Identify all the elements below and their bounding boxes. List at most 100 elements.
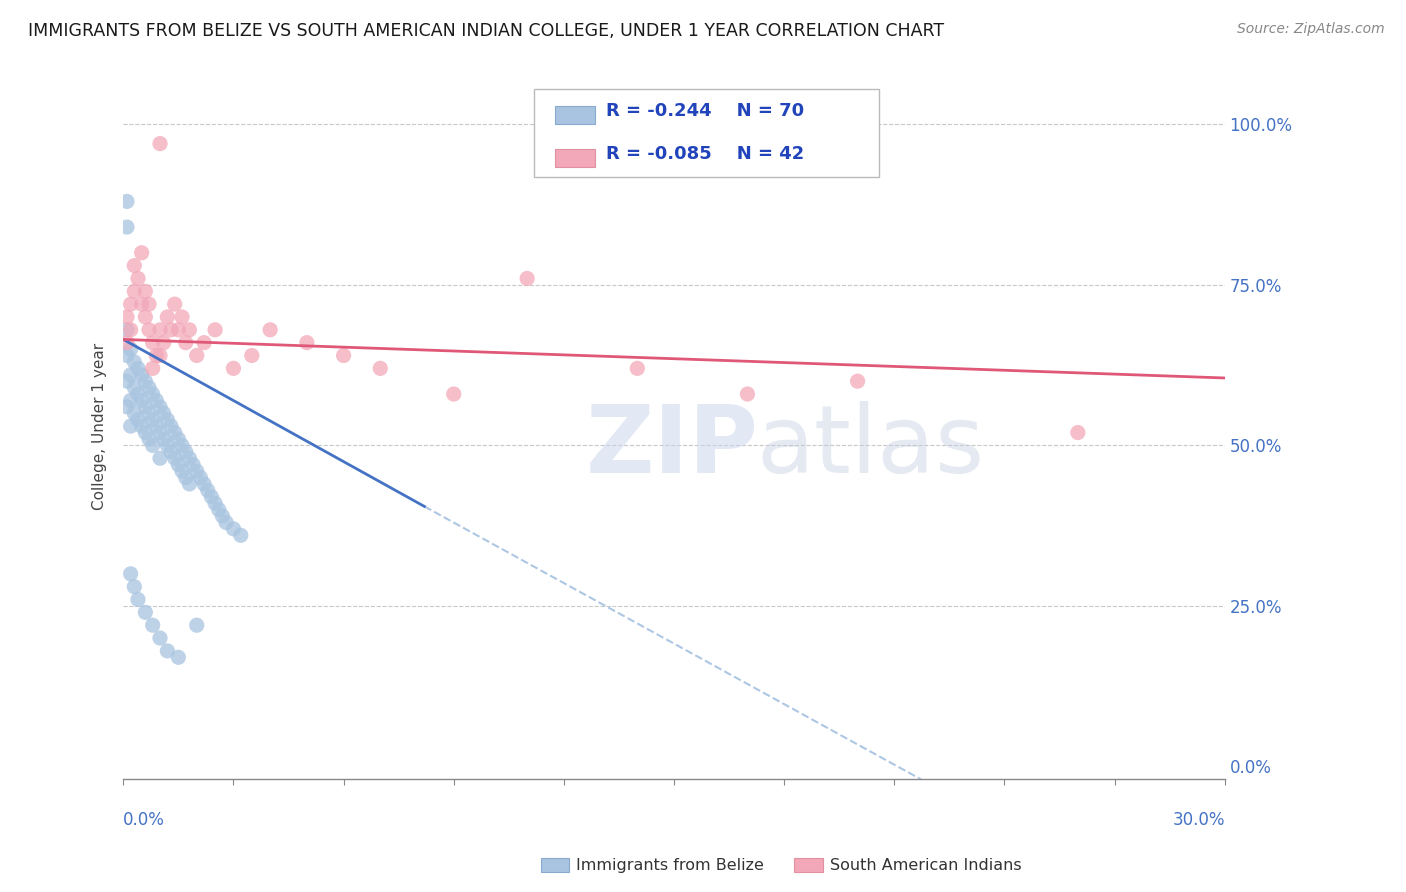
- Point: [120, 419, 142, 434]
- Point: [170, 310, 193, 324]
- Point: [149, 451, 172, 466]
- Point: [124, 285, 146, 299]
- Point: [443, 387, 465, 401]
- Point: [208, 502, 231, 516]
- Text: 0.0%: 0.0%: [124, 811, 165, 830]
- Point: [115, 335, 138, 350]
- Point: [222, 361, 245, 376]
- Point: [120, 297, 142, 311]
- Point: [179, 323, 201, 337]
- Point: [186, 464, 208, 478]
- Point: [149, 425, 172, 440]
- Point: [131, 368, 153, 382]
- Point: [222, 522, 245, 536]
- Point: [193, 477, 215, 491]
- Point: [142, 438, 165, 452]
- Point: [138, 323, 160, 337]
- Point: [142, 387, 165, 401]
- Point: [167, 650, 190, 665]
- Point: [193, 335, 215, 350]
- Point: [846, 374, 869, 388]
- Point: [149, 136, 172, 151]
- Point: [120, 323, 142, 337]
- Point: [179, 451, 201, 466]
- Point: [160, 323, 183, 337]
- Point: [152, 335, 174, 350]
- Point: [149, 400, 172, 414]
- Point: [186, 618, 208, 632]
- Point: [163, 297, 186, 311]
- Point: [115, 310, 138, 324]
- Point: [160, 419, 183, 434]
- Point: [368, 361, 391, 376]
- Point: [174, 445, 197, 459]
- Point: [215, 516, 238, 530]
- Text: Immigrants from Belize: Immigrants from Belize: [576, 858, 765, 872]
- Point: [145, 393, 167, 408]
- Text: R = -0.085    N = 42: R = -0.085 N = 42: [606, 145, 804, 163]
- Point: [149, 323, 172, 337]
- Point: [127, 592, 149, 607]
- Point: [124, 355, 146, 369]
- Text: IMMIGRANTS FROM BELIZE VS SOUTH AMERICAN INDIAN COLLEGE, UNDER 1 YEAR CORRELATIO: IMMIGRANTS FROM BELIZE VS SOUTH AMERICAN…: [28, 22, 945, 40]
- Point: [120, 393, 142, 408]
- Point: [115, 194, 138, 209]
- Point: [124, 381, 146, 395]
- Point: [240, 349, 263, 363]
- Text: South American Indians: South American Indians: [830, 858, 1021, 872]
- Y-axis label: College, Under 1 year: College, Under 1 year: [93, 343, 107, 509]
- Point: [134, 374, 156, 388]
- Point: [152, 432, 174, 446]
- Point: [204, 323, 226, 337]
- Point: [332, 349, 354, 363]
- Point: [163, 425, 186, 440]
- Point: [134, 605, 156, 619]
- Text: Source: ZipAtlas.com: Source: ZipAtlas.com: [1237, 22, 1385, 37]
- Point: [1067, 425, 1090, 440]
- Point: [120, 566, 142, 581]
- Point: [179, 477, 201, 491]
- Point: [120, 342, 142, 356]
- Point: [142, 413, 165, 427]
- Point: [131, 419, 153, 434]
- Point: [124, 406, 146, 420]
- Point: [127, 271, 149, 285]
- Point: [142, 361, 165, 376]
- Point: [142, 618, 165, 632]
- Point: [115, 323, 138, 337]
- Point: [134, 285, 156, 299]
- Point: [134, 310, 156, 324]
- Point: [134, 425, 156, 440]
- Point: [167, 323, 190, 337]
- Point: [124, 259, 146, 273]
- Point: [259, 323, 281, 337]
- Point: [190, 470, 212, 484]
- Point: [156, 310, 179, 324]
- Point: [138, 297, 160, 311]
- Point: [737, 387, 759, 401]
- Text: ZIP: ZIP: [586, 401, 759, 493]
- Point: [152, 406, 174, 420]
- Point: [127, 413, 149, 427]
- Text: 30.0%: 30.0%: [1173, 811, 1225, 830]
- Point: [138, 432, 160, 446]
- Text: R = -0.244    N = 70: R = -0.244 N = 70: [606, 103, 804, 120]
- Point: [145, 349, 167, 363]
- Point: [127, 361, 149, 376]
- Point: [142, 335, 165, 350]
- Point: [197, 483, 219, 498]
- Point: [134, 400, 156, 414]
- Point: [138, 381, 160, 395]
- Point: [200, 490, 222, 504]
- Point: [120, 368, 142, 382]
- Point: [149, 631, 172, 645]
- Point: [211, 509, 233, 524]
- Point: [295, 335, 318, 350]
- Point: [170, 464, 193, 478]
- Point: [124, 580, 146, 594]
- Point: [115, 220, 138, 235]
- Point: [160, 445, 183, 459]
- Point: [186, 349, 208, 363]
- Point: [131, 393, 153, 408]
- Point: [156, 413, 179, 427]
